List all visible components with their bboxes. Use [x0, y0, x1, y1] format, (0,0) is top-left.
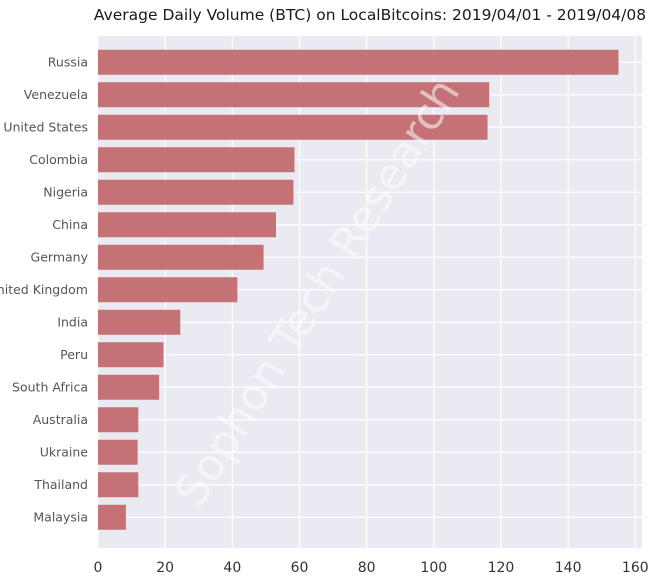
x-tick-label: 0 [94, 560, 103, 576]
category-label: South Africa [12, 379, 88, 394]
category-label: Ukraine [40, 444, 89, 459]
x-tick-label: 80 [358, 560, 376, 576]
bar [98, 472, 139, 498]
x-tick-label: 40 [223, 560, 241, 576]
bar [98, 504, 126, 530]
bar [98, 49, 619, 75]
x-tick-label: 120 [488, 560, 515, 576]
category-label: Malaysia [33, 509, 88, 524]
category-label: Venezuela [24, 87, 88, 102]
category-label: Germany [31, 249, 89, 264]
category-label: Colombia [29, 152, 88, 167]
x-axis-ticks: 0 20 40 60 80 100 120 140 160 [94, 560, 649, 576]
category-label: Thailand [33, 477, 88, 492]
bar [98, 277, 238, 303]
bar [98, 147, 295, 173]
bar [98, 374, 160, 400]
category-label: India [57, 314, 88, 329]
category-label: United Kingdom [0, 282, 88, 297]
bar [98, 244, 264, 270]
category-label: Nigeria [43, 184, 88, 199]
category-label: Australia [33, 412, 88, 427]
chart-title: Average Daily Volume (BTC) on LocalBitco… [94, 6, 646, 24]
bar [98, 82, 490, 108]
category-label: United States [3, 119, 88, 134]
x-tick-label: 140 [555, 560, 582, 576]
bar [98, 114, 488, 140]
bars [98, 49, 619, 530]
bar [98, 342, 164, 368]
x-tick-label: 160 [622, 560, 649, 576]
bar [98, 179, 294, 205]
bar [98, 309, 181, 335]
category-label: China [52, 217, 88, 232]
bar [98, 407, 139, 433]
bar [98, 212, 276, 238]
category-labels: Russia Venezuela United States Colombia Nige… [0, 54, 89, 524]
x-tick-label: 60 [291, 560, 309, 576]
category-label: Peru [60, 347, 88, 362]
bar [98, 439, 138, 465]
x-tick-label: 100 [420, 560, 447, 576]
x-tick-label: 20 [156, 560, 174, 576]
category-label: Russia [48, 54, 88, 69]
